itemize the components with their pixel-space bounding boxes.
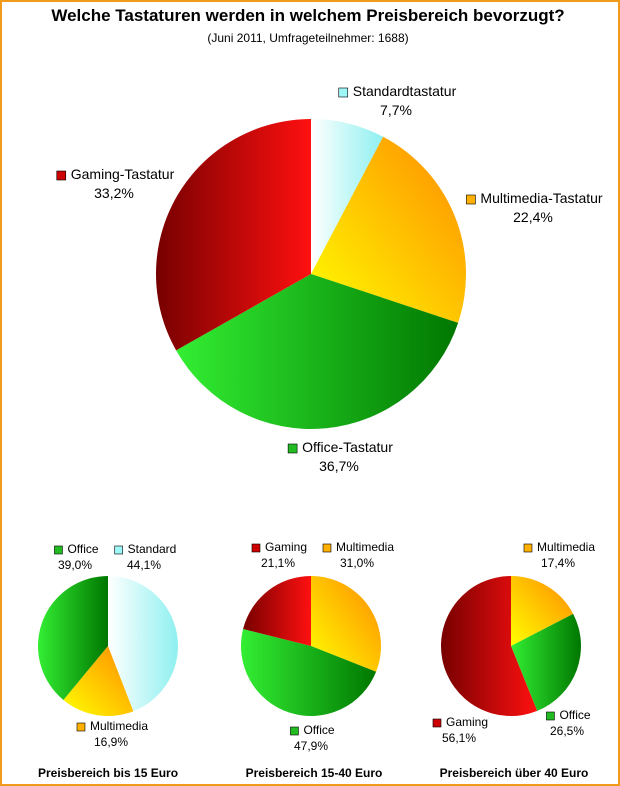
pie-1-label-office: Office bbox=[67, 542, 98, 556]
pie-2-legend-swatch-multimedia bbox=[322, 543, 332, 553]
pie-3-value-gaming: 56,1% bbox=[442, 731, 476, 745]
pie-1-legend-swatch-office bbox=[54, 545, 63, 555]
pie-0-value-gaming: 33,2% bbox=[94, 185, 134, 201]
pie-1-slice-multimedia bbox=[63, 646, 134, 716]
pie-0-legend-swatch-gaming bbox=[56, 170, 67, 181]
pie-0-legend-swatch-multimedia bbox=[466, 194, 476, 205]
pie-1-label-multimedia: Multimedia bbox=[90, 719, 148, 733]
pie-1-label-standard: Standard bbox=[128, 542, 177, 556]
pie-2-value-multimedia: 31,0% bbox=[340, 556, 374, 570]
pie-2-slice-gaming bbox=[243, 576, 311, 646]
pie-3-legend-swatch-multimedia bbox=[523, 543, 533, 553]
pie-0-slice-office bbox=[176, 274, 459, 429]
chart-title: Welche Tastaturen werden in welchem Prei… bbox=[51, 6, 565, 25]
pie-3-slice-office bbox=[511, 613, 582, 711]
pie-1-value-standard: 44,1% bbox=[127, 558, 161, 572]
pie-3-label-multimedia: Multimedia bbox=[537, 540, 595, 554]
pie-0-slice-standard bbox=[311, 119, 384, 274]
pie-0-value-multimedia: 22,4% bbox=[513, 209, 553, 225]
pie-2-label-multimedia: Multimedia bbox=[336, 540, 394, 554]
pie-3-caption: Preisbereich über 40 Euro bbox=[440, 766, 589, 780]
pie-2-value-gaming: 21,1% bbox=[261, 556, 295, 570]
pie-3-label-gaming: Gaming bbox=[446, 715, 488, 729]
pie-3-label-office: Office bbox=[559, 708, 590, 722]
pie-1-value-office: 39,0% bbox=[58, 558, 92, 572]
pie-1-value-multimedia: 16,9% bbox=[94, 735, 128, 749]
pie-0-legend-swatch-office bbox=[287, 443, 298, 454]
pie-0-value-office: 36,7% bbox=[319, 458, 359, 474]
pie-2-slice-office bbox=[241, 629, 377, 716]
pie-1-legend-swatch-standard bbox=[114, 545, 123, 555]
pie-0-label-multimedia: Multimedia-Tastatur bbox=[480, 190, 602, 206]
pie-2-label-office: Office bbox=[303, 723, 334, 737]
pie-2-legend-swatch-gaming bbox=[251, 543, 261, 553]
pie-0-label-gaming: Gaming-Tastatur bbox=[71, 166, 175, 182]
pie-2-legend-swatch-office bbox=[290, 726, 299, 736]
pie-0-slice-gaming bbox=[156, 119, 311, 351]
pie-3-legend-swatch-gaming bbox=[432, 718, 442, 728]
pie-0-label-office: Office-Tastatur bbox=[302, 439, 393, 455]
pie-3-value-office: 26,5% bbox=[550, 724, 584, 738]
pie-1-legend-swatch-multimedia bbox=[76, 722, 86, 732]
pie-0-legend-swatch-standard bbox=[338, 87, 349, 98]
pie-1-slice-standard bbox=[108, 576, 178, 712]
pie-0-slice-multimedia bbox=[311, 136, 466, 323]
pie-2-value-office: 47,9% bbox=[294, 739, 328, 753]
pie-2-label-gaming: Gaming bbox=[265, 540, 307, 554]
pie-3-legend-swatch-office bbox=[546, 711, 555, 721]
pie-3-slice-multimedia bbox=[511, 576, 574, 646]
pie-1-caption: Preisbereich bis 15 Euro bbox=[38, 766, 178, 780]
pie-0-label-standard: Standardtastatur bbox=[353, 83, 457, 99]
pie-1-slice-office bbox=[37, 576, 109, 700]
pie-2-slice-multimedia bbox=[311, 576, 381, 672]
pie-3-value-multimedia: 17,4% bbox=[541, 556, 575, 570]
pie-0-value-standard: 7,7% bbox=[380, 102, 412, 118]
pie-3-slice-gaming bbox=[440, 576, 538, 716]
chart-subtitle: (Juni 2011, Umfrageteilnehmer: 1688) bbox=[207, 31, 409, 45]
pie-2-caption: Preisbereich 15-40 Euro bbox=[246, 766, 383, 780]
